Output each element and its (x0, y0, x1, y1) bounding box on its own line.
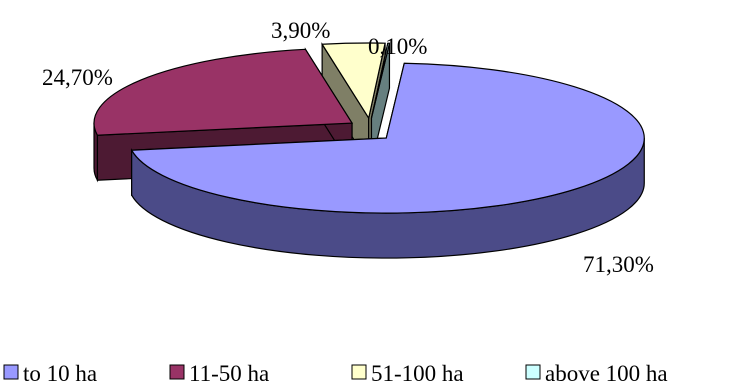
legend-item-to-10-ha: to 10 ha (3, 361, 97, 386)
legend-item-11-50-ha: 11-50 ha (169, 361, 269, 386)
slice-top-above-100-ha (370, 42, 391, 119)
pie-slices (93, 42, 645, 259)
pie-slice-to-10-ha (130, 62, 645, 259)
legend-label-51-100-ha: 51-100 ha (371, 361, 464, 386)
legend-label-to-10-ha: to 10 ha (23, 361, 97, 386)
data-label-to-10-ha: 71,30% (583, 252, 654, 277)
legend-item-51-100-ha: 51-100 ha (351, 361, 464, 386)
slice-top-to-10-ha (130, 62, 645, 214)
slice-top-11-50-ha (93, 48, 354, 136)
legend-swatch-51-100-ha (351, 364, 367, 380)
legend-label-11-50-ha: 11-50 ha (189, 361, 269, 386)
legend: to 10 ha 11-50 ha 51-100 ha above 100 ha (3, 361, 668, 386)
legend-item-above-100-ha: above 100 ha (525, 361, 668, 386)
data-label-11-50-ha: 24,70% (42, 65, 113, 90)
legend-label-above-100-ha: above 100 ha (545, 361, 668, 386)
data-labels: 71,30% 24,70% 3,90% 0,10% (42, 18, 654, 277)
legend-swatch-to-10-ha (3, 364, 19, 380)
data-label-51-100-ha: 3,90% (271, 18, 330, 43)
legend-swatch-11-50-ha (169, 364, 185, 380)
data-label-above-100-ha: 0,10% (368, 34, 427, 59)
slice-top-51-100-ha (321, 42, 386, 120)
legend-swatch-above-100-ha (525, 364, 541, 380)
